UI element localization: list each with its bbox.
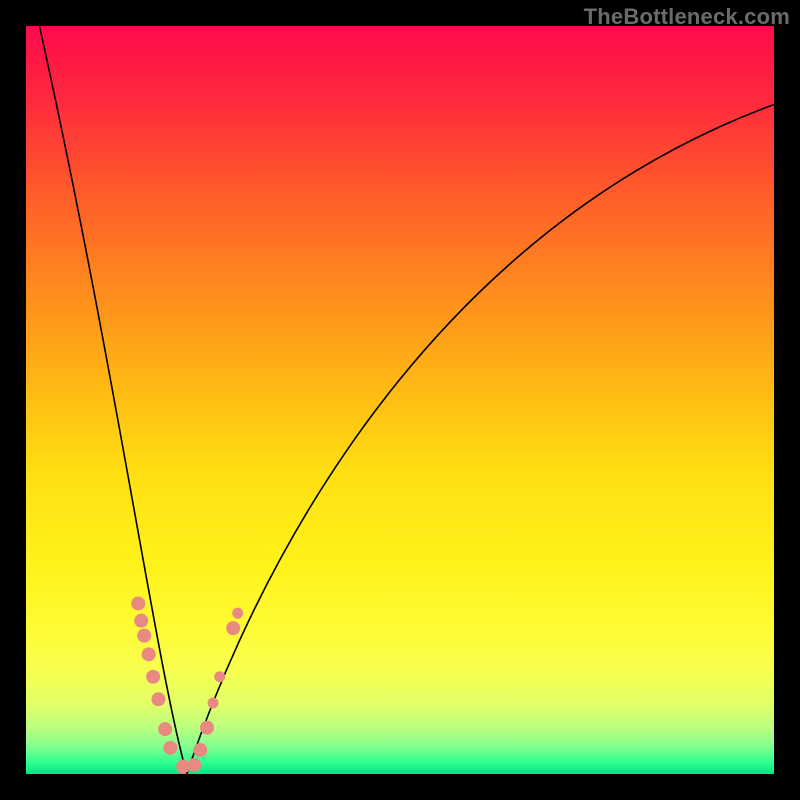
plot-area	[26, 26, 774, 774]
data-point	[214, 671, 225, 682]
data-point	[158, 722, 172, 736]
data-point	[146, 670, 160, 684]
data-point	[232, 608, 243, 619]
data-point	[163, 741, 177, 755]
data-point	[142, 647, 156, 661]
bottleneck-curve-left	[39, 26, 186, 774]
chart-frame: TheBottleneck.com	[0, 0, 800, 800]
data-point	[200, 721, 214, 735]
data-point	[193, 743, 207, 757]
curve-svg	[26, 26, 774, 774]
data-point	[131, 596, 145, 610]
data-point	[134, 614, 148, 628]
bottleneck-curve-right	[187, 105, 774, 774]
data-point	[151, 692, 165, 706]
watermark-text: TheBottleneck.com	[584, 4, 790, 30]
data-point	[137, 629, 151, 643]
data-points-group	[131, 596, 243, 773]
data-point	[226, 621, 240, 635]
data-point	[208, 697, 219, 708]
data-point	[187, 758, 201, 772]
